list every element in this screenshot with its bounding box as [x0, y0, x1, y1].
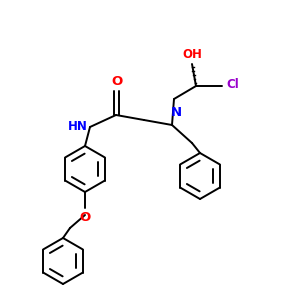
Text: O: O — [80, 211, 91, 224]
Text: Cl: Cl — [226, 79, 239, 92]
Text: O: O — [111, 75, 123, 88]
Text: HN: HN — [68, 119, 88, 133]
Text: N: N — [170, 106, 182, 119]
Text: OH: OH — [182, 48, 202, 61]
